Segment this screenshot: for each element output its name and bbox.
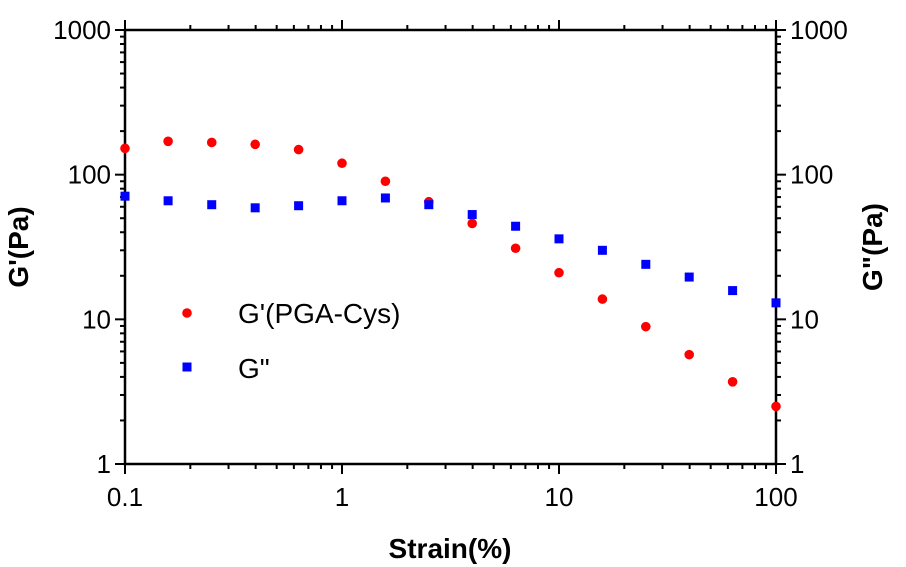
data-point-gdoubleprime <box>597 245 607 255</box>
data-point-gdoubleprime <box>337 196 347 206</box>
y-tick-label-left: 10 <box>82 304 111 334</box>
data-point-gdoubleprime <box>554 234 564 244</box>
data-point-gprime <box>684 349 694 360</box>
x-tick-label: 0.1 <box>107 482 143 512</box>
data-point-gprime <box>380 176 391 187</box>
data-point-gdoubleprime <box>728 286 738 296</box>
data-point-gdoubleprime <box>380 193 390 203</box>
data-point-gdoubleprime <box>163 196 173 206</box>
y-axis-title-left: G'(Pa) <box>3 206 34 287</box>
legend-label-g-prime: G'(PGA-Cys) <box>238 298 400 329</box>
data-point-gprime <box>250 139 260 150</box>
legend-marker-g-double-prime <box>182 362 192 372</box>
data-point-gdoubleprime <box>684 272 694 282</box>
data-point-gprime <box>206 137 217 148</box>
x-tick-label: 10 <box>545 482 574 512</box>
y-tick-label-right: 100 <box>790 160 833 190</box>
data-point-gdoubleprime <box>641 259 651 269</box>
data-point-gdoubleprime <box>467 210 477 220</box>
x-tick-label: 100 <box>754 482 797 512</box>
data-point-gdoubleprime <box>771 298 781 308</box>
data-point-gprime <box>771 401 781 412</box>
legend: G'(PGA-Cys) G" <box>182 298 400 384</box>
data-point-gprime <box>727 377 738 387</box>
data-point-gdoubleprime <box>207 200 217 210</box>
x-tick-label: 1 <box>335 482 349 512</box>
y-tick-label-right: 1 <box>790 449 804 479</box>
y-tick-label-left: 1000 <box>53 15 111 45</box>
points-layer <box>120 136 781 412</box>
data-point-gprime <box>641 321 651 332</box>
data-point-gprime <box>554 267 564 278</box>
y-axis-title-right: G"(Pa) <box>857 203 888 291</box>
data-point-gprime <box>597 294 608 304</box>
legend-label-g-double-prime: G" <box>238 353 270 384</box>
data-point-gdoubleprime <box>424 200 434 210</box>
plot-frame <box>123 28 778 466</box>
data-point-gprime <box>337 158 347 169</box>
legend-marker-g-prime <box>182 308 192 318</box>
data-point-gdoubleprime <box>294 201 304 211</box>
data-point-gdoubleprime <box>511 221 521 231</box>
y-tick-label-left: 100 <box>68 160 111 190</box>
x-axis-title: Strain(%) <box>389 533 512 564</box>
data-point-gdoubleprime <box>120 191 130 201</box>
data-point-gprime <box>510 243 521 254</box>
data-point-gprime <box>163 136 173 147</box>
data-point-gdoubleprime <box>250 203 260 213</box>
y-tick-label-right: 1000 <box>790 15 848 45</box>
y-tick-label-right: 10 <box>790 304 819 334</box>
data-point-gprime <box>467 218 477 229</box>
data-point-gprime <box>293 144 304 155</box>
data-point-gprime <box>120 143 130 154</box>
y-tick-label-left: 1 <box>97 449 111 479</box>
